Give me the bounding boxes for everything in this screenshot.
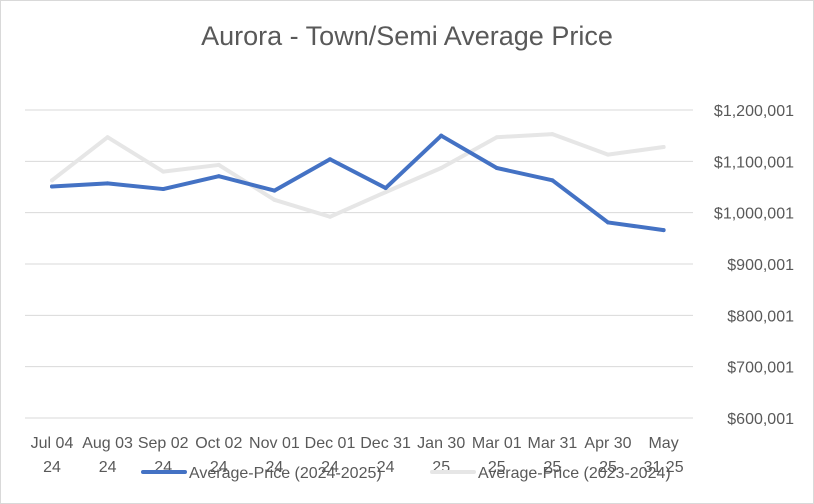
- x-tick-label: Mar 31 25: [528, 435, 578, 476]
- data-point: [272, 197, 277, 202]
- data-point: [383, 190, 388, 195]
- data-point: [50, 178, 54, 183]
- y-tick-label: $1,200,001: [714, 103, 794, 120]
- data-point: [439, 133, 444, 138]
- y-tick-label: $600,001: [727, 411, 794, 428]
- gridlines: [25, 109, 693, 419]
- series-group: [50, 132, 666, 233]
- data-point: [216, 174, 221, 179]
- x-tick-label: Dec 31 24: [360, 435, 411, 476]
- data-point: [105, 135, 110, 140]
- data-point: [550, 178, 555, 183]
- data-point: [272, 188, 277, 193]
- data-point: [328, 157, 332, 162]
- legend-label: Average-Price (2024-2025): [189, 465, 382, 482]
- data-point: [383, 186, 388, 191]
- x-tick-label: Nov 01 24: [249, 435, 300, 476]
- y-tick-label: $1,100,001: [714, 154, 794, 171]
- x-tick-label: Aug 03 24: [82, 435, 133, 476]
- data-point: [216, 162, 221, 167]
- y-tick-label: $1,000,001: [714, 206, 794, 223]
- data-point: [161, 169, 166, 174]
- x-tick-label: Jul 04 24: [31, 435, 74, 476]
- legend: Average-Price (2024-2025) Average-Price (…: [141, 465, 671, 482]
- x-tick-label: Oct 02 24: [195, 435, 242, 476]
- data-point: [606, 152, 610, 157]
- legend-label: Average-Price (2023-2024): [478, 465, 671, 482]
- chart-title: Aurora - Town/Semi Average Price: [201, 21, 613, 51]
- data-point: [161, 187, 166, 192]
- data-point: [494, 166, 499, 171]
- x-tick-label: Sep 02 24: [138, 435, 189, 476]
- data-point: [606, 220, 610, 225]
- x-tick-label: May 31 25: [644, 435, 684, 476]
- data-point: [661, 144, 666, 149]
- y-tick-label: $700,001: [727, 360, 794, 377]
- y-tick-label: $800,001: [727, 308, 794, 325]
- series-line-1: [50, 133, 666, 233]
- x-tick-label: Apr 30 25: [584, 435, 631, 476]
- data-point: [661, 228, 666, 233]
- x-tick-label: Dec 01 24: [305, 435, 356, 476]
- data-point: [105, 181, 110, 186]
- x-tick-label: Mar 01 25: [472, 435, 522, 476]
- y-tick-label: $900,001: [727, 257, 794, 274]
- data-point: [328, 214, 332, 219]
- data-point: [50, 184, 54, 189]
- data-point: [494, 135, 499, 140]
- y-axis-ticks: $600,001 $700,001 $800,001 $900,001 $1,000,0…: [714, 103, 794, 428]
- x-tick-label: Jan 30 25: [417, 435, 465, 476]
- data-point: [439, 166, 444, 171]
- data-point: [550, 132, 555, 137]
- series-line-0: [50, 132, 666, 219]
